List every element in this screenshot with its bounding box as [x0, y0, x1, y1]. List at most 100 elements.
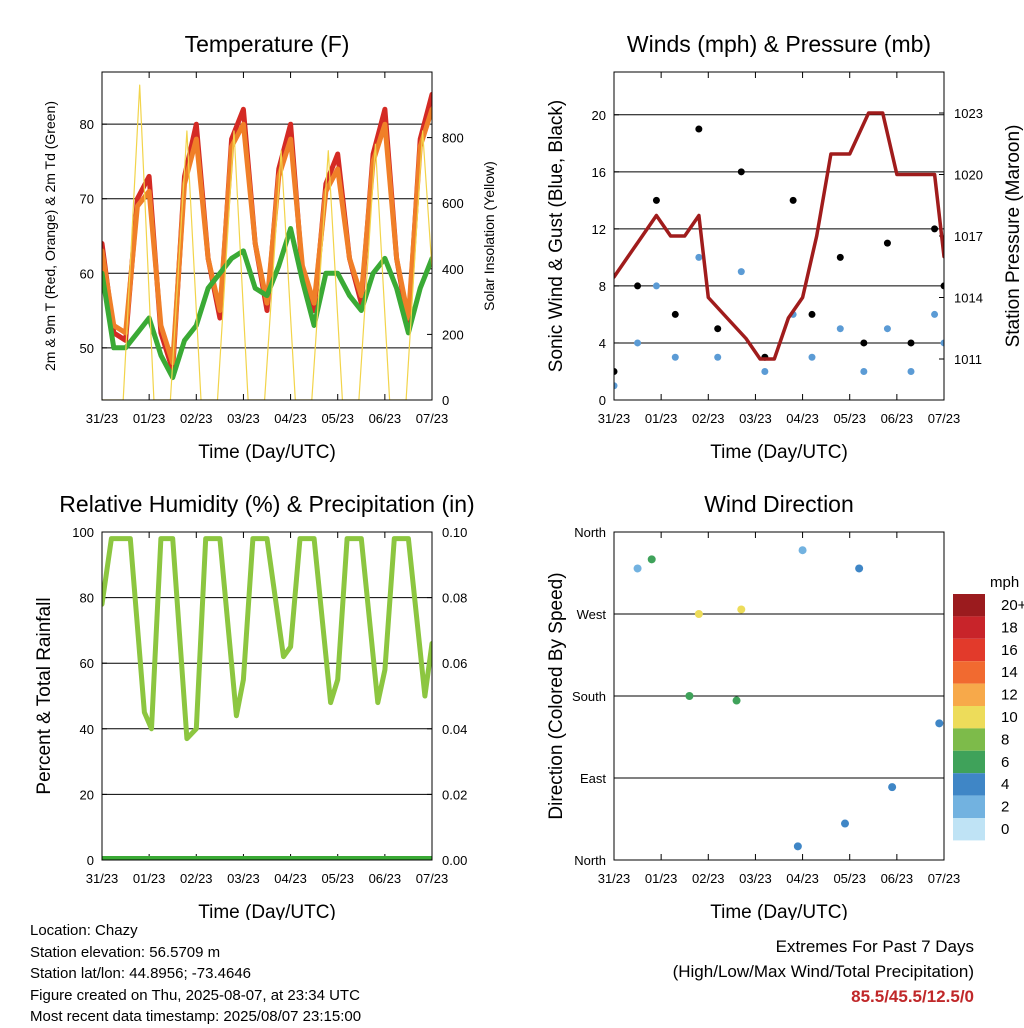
chart-title: Wind Direction	[704, 491, 854, 517]
x-tick-label: 06/23	[369, 411, 402, 426]
y-right-tick-label: 400	[442, 262, 464, 277]
chart-title: Temperature (F)	[185, 31, 350, 57]
y-tick-label: 70	[80, 192, 94, 207]
y-right-tick-label: 1023	[954, 106, 983, 121]
x-tick-label: 06/23	[369, 871, 402, 886]
colorbar-title: mph	[990, 574, 1019, 591]
colorbar-label: 20+	[1001, 597, 1024, 614]
y-right-tick-label: 1017	[954, 229, 983, 244]
relative-humidity-line	[102, 536, 432, 742]
colorbar-label: 6	[1001, 754, 1009, 771]
x-tick-label: 05/23	[321, 411, 354, 426]
colorbar-swatch	[953, 773, 985, 796]
y-right-axis-label: Solar Insolation (Yellow)	[481, 161, 497, 311]
colorbar-swatch	[953, 728, 985, 751]
x-tick-label: 07/23	[416, 411, 449, 426]
humidity-precip-panel: Relative Humidity (%) & Precipitation (i…	[34, 491, 475, 920]
direction-point	[935, 719, 944, 728]
gust-point	[695, 125, 703, 133]
y-tick-label: 100	[72, 525, 94, 540]
direction-point	[633, 564, 642, 573]
recent-data-text: Most recent data timestamp: 2025/08/07 2…	[30, 1008, 362, 1025]
x-tick-label: 03/23	[739, 871, 772, 886]
sonic-wind-point	[907, 367, 915, 375]
plot-frame	[613, 71, 945, 401]
direction-point	[647, 555, 656, 564]
gust-point	[808, 310, 816, 318]
y-right-tick-label: 0.06	[442, 656, 467, 671]
y-right-tick-label: 0.00	[442, 853, 467, 868]
gust-point	[634, 282, 642, 290]
y-right-tick-label: 1011	[954, 352, 982, 367]
x-tick-label: 02/23	[692, 871, 725, 886]
station-info: Location: Chazy Station elevation: 56.57…	[30, 920, 361, 1028]
y-right-tick-label: 0	[442, 393, 449, 408]
x-axis-label: Time (Day/UTC)	[198, 902, 336, 920]
y-tick-label: South	[572, 689, 606, 704]
gust-point	[652, 196, 660, 204]
x-tick-label: 04/23	[786, 411, 819, 426]
x-tick-label: 02/23	[692, 411, 725, 426]
x-tick-label: 07/23	[928, 411, 961, 426]
y-right-axis-label: Station Pressure (Maroon)	[1003, 125, 1024, 348]
extremes-block: Extremes For Past 7 Days (High/Low/Max W…	[673, 934, 974, 1009]
y-tick-label: 0	[599, 393, 606, 408]
latlon-text: Station lat/lon: 44.8956; -73.4646	[30, 965, 252, 982]
y-tick-label: North	[574, 525, 606, 540]
plot-area	[102, 84, 432, 400]
gust-point	[860, 339, 868, 347]
plot-frame	[613, 531, 945, 861]
sonic-wind-point	[940, 339, 944, 347]
station-pressure-line	[614, 111, 944, 361]
speed-colorbar: mph 20+ 18 16 14 12 10 8 6 4 2 0	[953, 574, 1024, 841]
x-tick-label: 31/23	[598, 871, 631, 886]
x-axis-label: Time (Day/UTC)	[198, 442, 336, 463]
colorbar-swatch	[953, 818, 985, 841]
direction-point	[798, 546, 807, 555]
plot-area	[633, 546, 944, 851]
direction-point	[841, 819, 849, 828]
plot-area	[614, 111, 944, 390]
x-tick-label: 01/23	[645, 871, 678, 886]
x-tick-label: 05/23	[833, 871, 866, 886]
gust-point	[614, 367, 618, 375]
y-right-tick-label: 200	[442, 327, 464, 342]
sonic-wind-point	[860, 367, 868, 375]
gust-point	[789, 196, 797, 204]
x-tick-label: 04/23	[786, 871, 819, 886]
sonic-wind-point	[761, 367, 769, 375]
gust-point	[931, 225, 939, 233]
extremes-subtitle: (High/Low/Max Wind/Total Precipitation)	[672, 962, 974, 981]
x-tick-label: 05/23	[321, 871, 354, 886]
plot-frame	[101, 71, 433, 401]
x-axis-label: Time (Day/UTC)	[710, 442, 848, 463]
colorbar-swatch	[953, 795, 985, 818]
gust-point	[737, 168, 745, 176]
colorbar-swatch	[953, 638, 985, 662]
y-tick-label: West	[577, 607, 607, 622]
y-axis-label: 2m & 9m T (Red, Orange) & 2m Td (Green)	[42, 101, 58, 371]
x-tick-label: 06/23	[881, 411, 914, 426]
colorbar-label: 0	[1001, 821, 1009, 838]
direction-point	[737, 605, 746, 614]
colorbar-label: 10	[1001, 709, 1018, 726]
gust-point	[714, 325, 722, 333]
sonic-wind-point	[883, 325, 891, 333]
sonic-wind-point	[836, 325, 844, 333]
x-tick-label: 03/23	[227, 871, 260, 886]
direction-point	[694, 610, 703, 618]
sonic-wind-point	[808, 353, 816, 361]
solar-insolation-line	[102, 84, 432, 400]
x-tick-label: 06/23	[881, 871, 914, 886]
x-tick-label: 01/23	[133, 411, 166, 426]
x-axis-label: Time (Day/UTC)	[710, 902, 848, 920]
chart-title: Winds (mph) & Pressure (mb)	[627, 31, 931, 57]
gust-point	[907, 339, 915, 347]
y-tick-label: 0	[87, 853, 94, 868]
colorbar-label: 16	[1001, 642, 1018, 659]
colorbar-swatch	[953, 750, 985, 774]
y-tick-label: 80	[80, 117, 94, 132]
colorbar-swatch	[953, 683, 985, 706]
gust-point	[940, 282, 944, 290]
sonic-wind-point	[931, 310, 939, 318]
